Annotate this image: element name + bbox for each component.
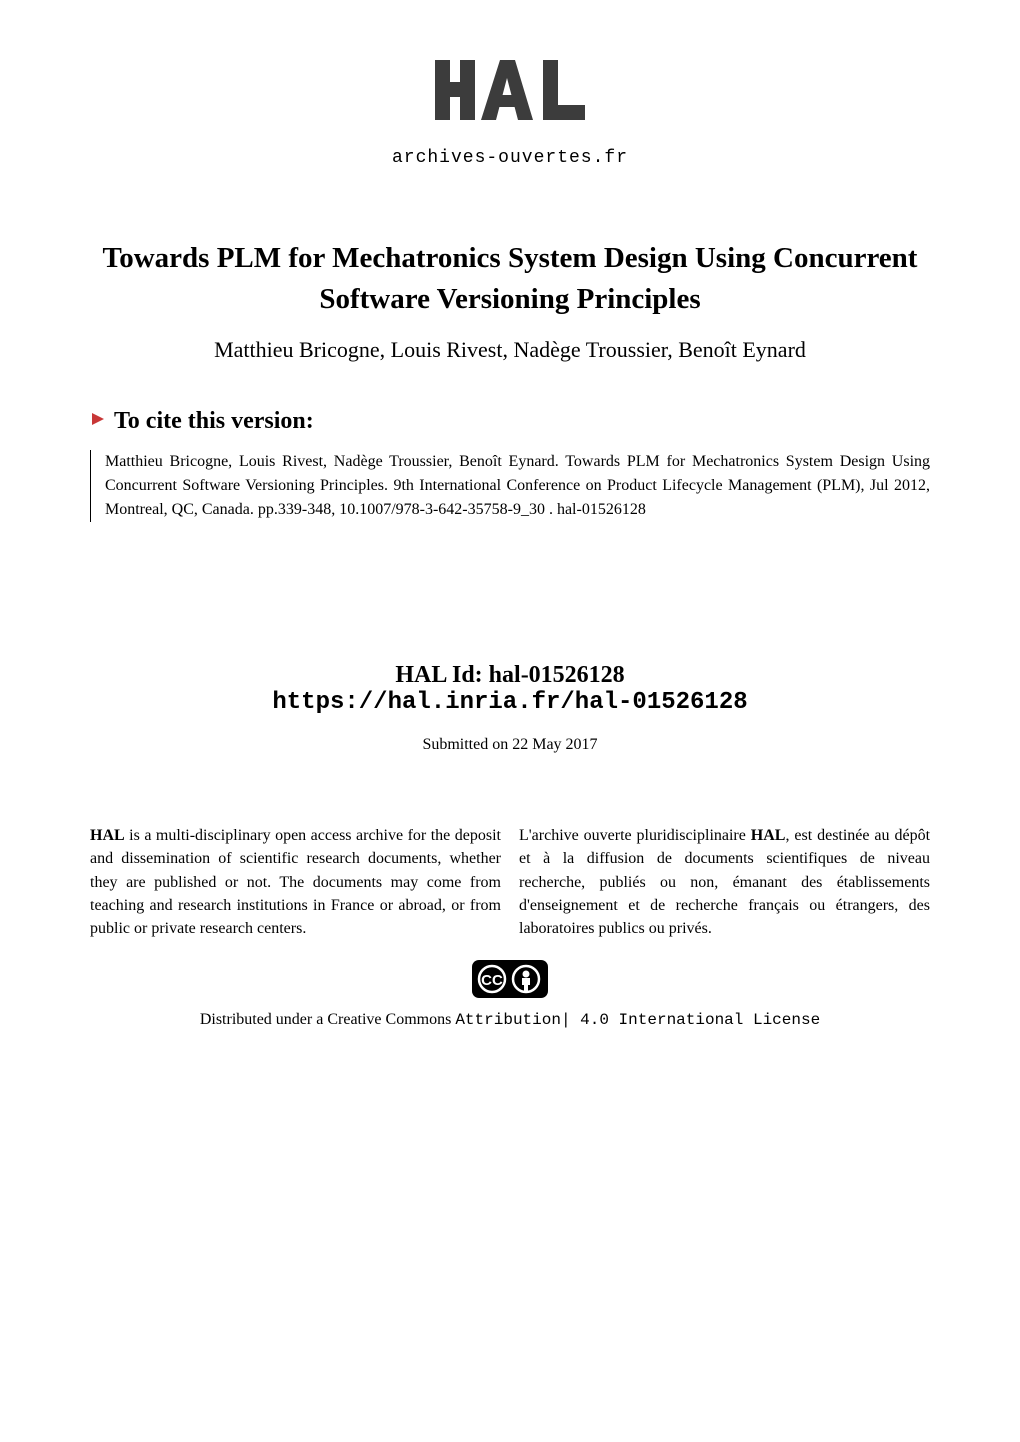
- hal-bold-left: HAL: [90, 827, 125, 844]
- cite-doi: 10.1007/978-3-642-35758-9_30 .: [339, 501, 557, 518]
- description-left: HAL is a multi-disciplinary open access …: [90, 824, 501, 940]
- submitted-date: Submitted on 22 May 2017: [90, 736, 930, 754]
- paper-title: Towards PLM for Mechatronics System Desi…: [90, 238, 930, 319]
- hal-logo: archives-ouvertes.fr: [392, 50, 628, 168]
- license-link[interactable]: Attribution| 4.0 International License: [455, 1011, 820, 1029]
- hal-id-label: HAL Id: hal-01526128: [90, 662, 930, 689]
- hal-id-url[interactable]: https://hal.inria.fr/hal-01526128: [90, 689, 930, 716]
- cite-title: To cite this version:: [114, 408, 314, 435]
- license-line: Distributed under a Creative Commons Att…: [90, 1011, 930, 1029]
- hal-description: HAL is a multi-disciplinary open access …: [90, 824, 930, 940]
- cite-section: To cite this version: Matthieu Bricogne,…: [90, 408, 930, 522]
- svg-text:CC: CC: [481, 972, 503, 989]
- desc-right-pre: L'archive ouverte pluridisciplinaire: [519, 827, 751, 844]
- description-right: L'archive ouverte pluridisciplinaire HAL…: [519, 824, 930, 940]
- cc-logo-block: CC: [90, 960, 930, 1003]
- logo-subtitle: archives-ouvertes.fr: [392, 148, 628, 168]
- cite-halid: hal-01526128: [557, 501, 646, 518]
- cite-authors: Matthieu Bricogne, Louis Rivest, Nadège …: [105, 453, 565, 470]
- hal-logo-block: archives-ouvertes.fr: [90, 50, 930, 168]
- citation-text: Matthieu Bricogne, Louis Rivest, Nadège …: [90, 450, 930, 522]
- hal-id-block: HAL Id: hal-01526128 https://hal.inria.f…: [90, 662, 930, 716]
- paper-authors: Matthieu Bricogne, Louis Rivest, Nadège …: [90, 337, 930, 363]
- license-prefix: Distributed under a Creative Commons: [200, 1011, 456, 1028]
- cc-icon: CC: [472, 960, 548, 998]
- cite-pages: pp.339-348,: [258, 501, 339, 518]
- hal-bold-right: HAL: [751, 827, 786, 844]
- cite-header: To cite this version:: [90, 408, 930, 435]
- triangle-icon: [90, 411, 106, 432]
- desc-left-text: is a multi-disciplinary open access arch…: [90, 827, 501, 937]
